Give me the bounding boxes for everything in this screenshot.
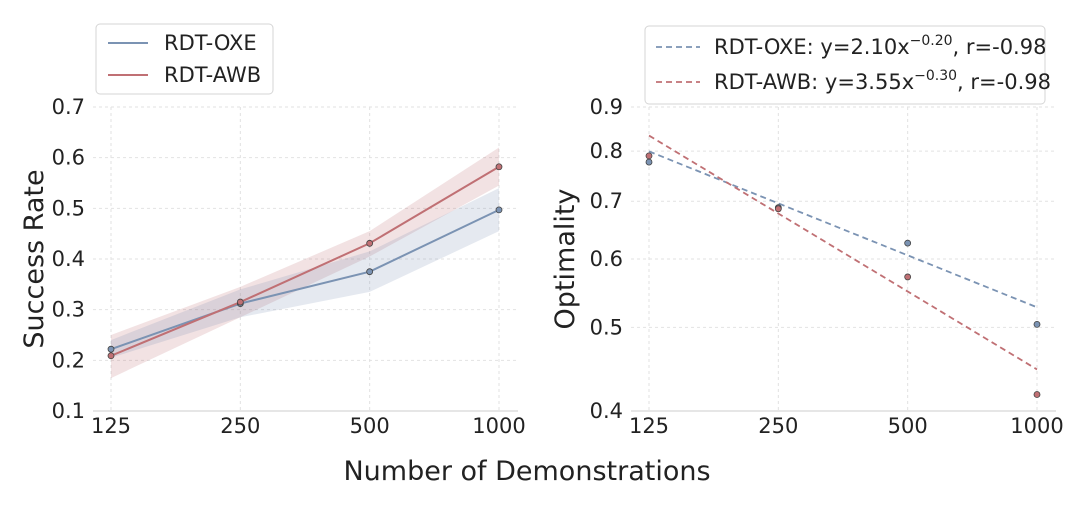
success-rate-legend-label: RDT-AWB <box>164 63 261 87</box>
optimality-legend-formula: RDT-OXE: y=2.10x <box>714 35 910 59</box>
optimality-legend-formula: RDT-AWB: y=3.55x <box>714 70 914 94</box>
optimality-point-rdt-oxe <box>645 158 653 166</box>
optimality-legend-correlation: , r=-0.98 <box>957 70 1051 94</box>
optimality-point-rdt-oxe <box>1033 320 1041 328</box>
success-rate-y-tick-label: 0.4 <box>52 247 85 271</box>
success-rate-lines <box>110 165 500 357</box>
success-rate-point-rdt-awb <box>366 239 374 247</box>
success-rate-x-tick-label: 1000 <box>472 414 525 438</box>
success-rate-line-rdt-awb <box>110 165 500 357</box>
optimality-y-ticks: 0.4 0.5 0.6 0.7 0.8 0.9 <box>590 95 623 423</box>
shared-x-axis-label: Number of Demonstrations <box>343 456 710 487</box>
optimality-x-tick-label: 500 <box>888 414 928 438</box>
success-rate-gridlines <box>93 106 518 411</box>
success-rate-chart: 0.1 0.2 0.3 0.4 0.5 0.6 0.7 125 250 500 1000 Succ… <box>19 23 526 438</box>
success-rate-y-tick-label: 0.2 <box>52 348 85 372</box>
optimality-point-rdt-awb <box>645 152 653 160</box>
success-rate-band-rdt-awb <box>111 147 499 379</box>
success-rate-y-axis-label: Success Rate <box>19 169 50 348</box>
success-rate-x-tick-label: 500 <box>350 414 390 438</box>
success-rate-x-tick-label: 125 <box>91 414 131 438</box>
success-rate-legend-label: RDT-OXE <box>164 31 257 55</box>
optimality-x-tick-label: 250 <box>758 414 798 438</box>
optimality-y-tick-label: 0.5 <box>590 315 623 339</box>
optimality-y-axis-label: Optimality <box>550 189 581 330</box>
success-rate-legend: RDT-OXE RDT-AWB <box>95 23 274 95</box>
optimality-legend-box <box>644 25 1046 105</box>
optimality-x-ticks: 125 250 500 1000 <box>629 414 1064 438</box>
success-rate-y-ticks: 0.1 0.2 0.3 0.4 0.5 0.6 0.7 <box>52 95 85 423</box>
optimality-legend-label: RDT-OXE: y=2.10x−0.20, r=-0.98 <box>714 33 1046 59</box>
optimality-gridlines <box>631 106 1056 411</box>
success-rate-x-ticks: 125 250 500 1000 <box>91 414 526 438</box>
optimality-y-tick-label: 0.9 <box>590 95 623 119</box>
success-rate-y-tick-label: 0.7 <box>52 95 85 119</box>
success-rate-point-rdt-awb <box>107 352 115 360</box>
success-rate-y-tick-label: 0.6 <box>52 146 85 170</box>
success-rate-point-rdt-awb <box>495 163 503 171</box>
success-rate-point-rdt-oxe <box>495 206 503 214</box>
optimality-x-tick-label: 125 <box>629 414 669 438</box>
optimality-point-rdt-awb <box>904 273 912 281</box>
optimality-legend-exponent: −0.30 <box>914 68 957 84</box>
optimality-points <box>645 152 1041 398</box>
optimality-chart: 0.4 0.5 0.6 0.7 0.8 0.9 125 250 500 1000 Optimal… <box>550 25 1064 438</box>
optimality-legend-label: RDT-AWB: y=3.55x−0.30, r=-0.98 <box>714 68 1051 94</box>
optimality-legend-exponent: −0.20 <box>910 33 953 49</box>
optimality-y-tick-label: 0.8 <box>590 139 623 163</box>
success-rate-legend-box <box>95 23 274 95</box>
success-rate-point-rdt-oxe <box>366 268 374 276</box>
success-rate-line-rdt-oxe <box>110 208 500 351</box>
optimality-point-rdt-awb <box>774 205 782 213</box>
optimality-legend-correlation: , r=-0.98 <box>953 35 1047 59</box>
optimality-y-tick-label: 0.4 <box>590 399 623 423</box>
optimality-x-tick-label: 1000 <box>1010 414 1063 438</box>
success-rate-points <box>107 163 503 360</box>
optimality-point-rdt-awb <box>1033 391 1041 398</box>
optimality-y-tick-label: 0.6 <box>590 247 623 271</box>
success-rate-y-tick-label: 0.5 <box>52 196 85 220</box>
optimality-point-rdt-oxe <box>904 239 912 247</box>
optimality-y-tick-label: 0.7 <box>590 189 623 213</box>
optimality-fit-line-rdt-oxe <box>648 150 1038 309</box>
optimality-fit-line-rdt-awb <box>648 134 1038 371</box>
success-rate-point-rdt-awb <box>236 298 244 306</box>
optimality-fit-lines <box>648 134 1038 371</box>
success-rate-point-rdt-oxe <box>107 345 115 353</box>
success-rate-confidence-bands <box>111 147 499 379</box>
success-rate-x-tick-label: 250 <box>220 414 260 438</box>
success-rate-y-tick-label: 0.1 <box>52 399 85 423</box>
success-rate-y-tick-label: 0.3 <box>52 298 85 322</box>
